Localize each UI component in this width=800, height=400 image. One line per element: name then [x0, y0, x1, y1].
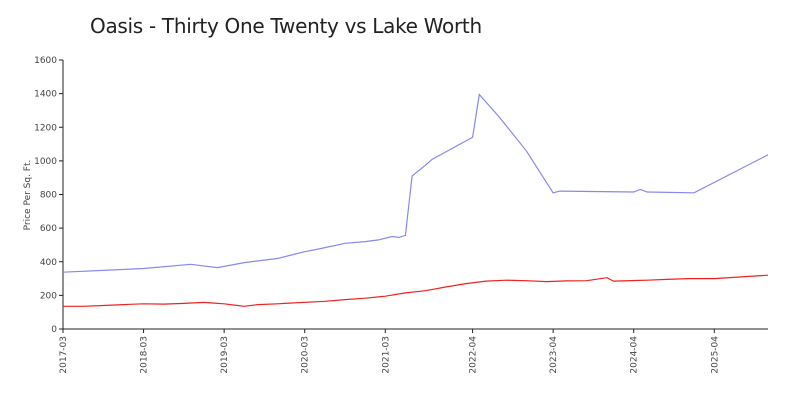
- x-tick-label: 2024-04: [630, 336, 640, 374]
- x-tick-label: 2023-04: [549, 336, 559, 374]
- y-tick-label: 800: [40, 191, 57, 201]
- series-layer: [62, 93, 769, 307]
- x-tick-label: 2018-03: [140, 336, 150, 374]
- x-tick-label: 2025-04: [710, 336, 720, 374]
- y-tick-label: 1000: [34, 157, 57, 167]
- y-tick-label: 1200: [34, 123, 57, 133]
- series-line-1: [62, 93, 769, 273]
- y-tick-label: 600: [40, 224, 57, 234]
- x-tick-label: 2017-03: [59, 336, 69, 374]
- chart-title: Oasis - Thirty One Twenty vs Lake Worth: [90, 14, 482, 38]
- y-axis-title: Price Per Sq. Ft.: [23, 160, 33, 231]
- y-tick-label: 1600: [34, 56, 57, 66]
- axes: 0 200 400 600 800 1000 1200 1400 1600 2017-03 2018…: [34, 56, 768, 374]
- x-tick-label: 2019-03: [220, 336, 230, 374]
- y-tick-label: 400: [40, 258, 57, 268]
- y-tick-label: 1400: [34, 90, 57, 100]
- x-tick-label: 2022-04: [469, 336, 479, 374]
- series-line-2: [63, 274, 769, 307]
- y-tick-label: 200: [40, 291, 57, 301]
- x-tick-label: 2021-03: [381, 336, 391, 374]
- y-tick-label: 0: [51, 325, 57, 335]
- x-tick-label: 2020-03: [301, 336, 311, 374]
